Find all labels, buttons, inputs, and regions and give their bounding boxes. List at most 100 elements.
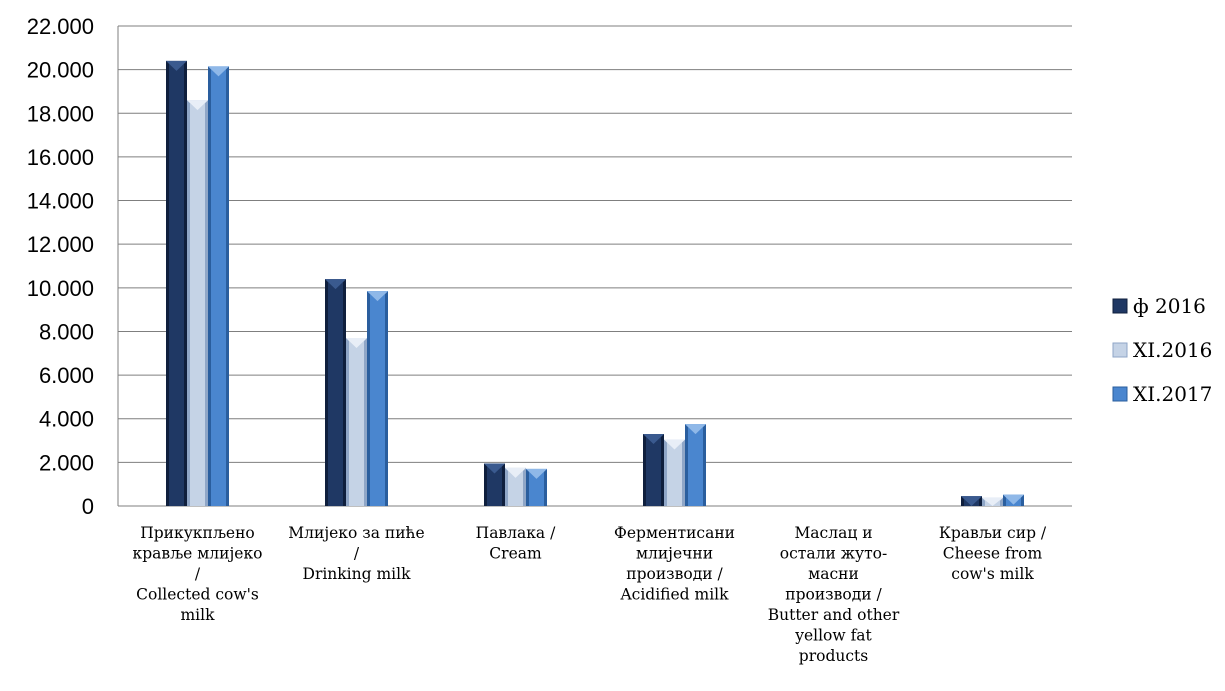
legend-label: XI.2016 bbox=[1133, 338, 1212, 362]
bar bbox=[346, 338, 367, 506]
y-tick-label: 4.000 bbox=[39, 407, 94, 432]
bar-body bbox=[685, 424, 706, 506]
bar-cap bbox=[187, 100, 208, 111]
bar-bevel bbox=[325, 279, 328, 506]
x-tick-label: Cheese from bbox=[943, 545, 1043, 563]
x-tick-label: Cream bbox=[489, 545, 542, 563]
bar-bevel bbox=[1000, 497, 1003, 506]
x-tick-label: Acidified milk bbox=[619, 586, 729, 604]
bar bbox=[367, 291, 388, 506]
bar-body bbox=[664, 439, 685, 506]
bar bbox=[982, 497, 1003, 506]
x-tick-label: кравље млијеко bbox=[133, 545, 263, 563]
bar-bevel bbox=[664, 439, 667, 506]
bar-body bbox=[325, 279, 346, 506]
x-tick-label: Ферментисани bbox=[614, 524, 735, 542]
x-tick-label: yellow fat bbox=[794, 627, 872, 645]
y-tick-label: 16.000 bbox=[27, 145, 94, 170]
x-tick-label: остали жуто- bbox=[780, 545, 887, 563]
bar-cap bbox=[325, 279, 346, 290]
bar-body bbox=[367, 291, 388, 506]
bar-bevel bbox=[526, 468, 529, 506]
bar-cap bbox=[961, 496, 982, 506]
x-tick-label: Крављи сир / bbox=[939, 524, 1047, 542]
x-tick-label: milk bbox=[180, 606, 215, 624]
bar-bevel bbox=[643, 434, 646, 506]
bar bbox=[208, 66, 229, 506]
bar bbox=[664, 439, 685, 506]
x-tick-label: Павлака / bbox=[476, 524, 556, 542]
bar-bevel bbox=[367, 291, 370, 506]
y-tick-label: 8.000 bbox=[39, 319, 94, 344]
bar-cap bbox=[1003, 494, 1024, 505]
bar bbox=[187, 100, 208, 506]
bar-bevel bbox=[1003, 494, 1006, 506]
x-tick-label: Collected cow's bbox=[136, 586, 259, 604]
bar-cap bbox=[208, 66, 229, 77]
bar bbox=[685, 424, 706, 506]
bar-bevel bbox=[364, 338, 367, 506]
legend-swatch bbox=[1112, 298, 1128, 314]
y-tick-label: 10.000 bbox=[27, 276, 94, 301]
bar-bevel bbox=[205, 100, 208, 506]
x-tick-label: Прикукпљено bbox=[140, 524, 255, 542]
bar-bevel bbox=[385, 291, 388, 506]
x-tick-label: / bbox=[195, 565, 201, 583]
x-tick-label: производи / bbox=[785, 586, 882, 604]
legend-swatch bbox=[1112, 386, 1128, 402]
bar-body bbox=[166, 60, 187, 507]
y-tick-label: 6.000 bbox=[39, 363, 94, 388]
y-tick-label: 2.000 bbox=[39, 450, 94, 475]
bar-bevel bbox=[346, 338, 349, 506]
bar-cap bbox=[643, 434, 664, 444]
bar-bevel bbox=[343, 279, 346, 506]
bar-cap bbox=[505, 467, 526, 478]
y-tick-label: 14.000 bbox=[27, 189, 94, 214]
x-tick-label: Drinking milk bbox=[303, 565, 412, 583]
bar-bevel bbox=[208, 66, 211, 506]
y-tick-label: 18.000 bbox=[27, 101, 94, 126]
bar-cap bbox=[166, 60, 187, 71]
y-tick-label: 12.000 bbox=[27, 232, 94, 257]
bar-bevel bbox=[502, 463, 505, 506]
bar-cap bbox=[664, 439, 685, 450]
legend-swatch bbox=[1112, 342, 1128, 358]
bar-cap bbox=[367, 291, 388, 302]
bar-cap bbox=[484, 463, 505, 474]
x-tick-label: / bbox=[354, 545, 360, 563]
bar-bevel bbox=[187, 100, 190, 506]
bar-bevel bbox=[1021, 494, 1024, 506]
x-tick-label: cow's milk bbox=[951, 565, 1034, 583]
x-tick-label: Butter and other bbox=[768, 606, 900, 624]
bar bbox=[505, 467, 526, 506]
bar-bevel bbox=[661, 434, 664, 506]
bar bbox=[1003, 494, 1024, 506]
bar-body bbox=[208, 66, 229, 506]
bar-bevel bbox=[505, 467, 508, 506]
bar-bevel bbox=[685, 424, 688, 506]
bar-body bbox=[346, 338, 367, 506]
bar-bevel bbox=[484, 463, 487, 506]
bar-cap bbox=[526, 468, 547, 479]
bar bbox=[643, 434, 664, 506]
bar-bevel bbox=[544, 468, 547, 506]
bar-bevel bbox=[682, 439, 685, 506]
bar bbox=[325, 279, 346, 506]
bar-body bbox=[526, 468, 547, 506]
y-tick-label: 0 bbox=[82, 494, 94, 519]
bar-bevel bbox=[523, 467, 526, 506]
bar-body bbox=[187, 100, 208, 506]
y-tick-label: 20.000 bbox=[27, 58, 94, 83]
x-tick-label: products bbox=[799, 647, 868, 665]
legend-label: ф 2016 bbox=[1133, 294, 1206, 318]
bar-bevel bbox=[979, 496, 982, 506]
bar-cap bbox=[685, 424, 706, 435]
bar-body bbox=[484, 463, 505, 506]
bar-bevel bbox=[226, 66, 229, 506]
bar-bevel bbox=[166, 60, 169, 507]
bar-bevel bbox=[982, 497, 985, 506]
bar-bevel bbox=[703, 424, 706, 506]
bar-body bbox=[505, 467, 526, 506]
y-tick-label: 22.000 bbox=[27, 14, 94, 39]
